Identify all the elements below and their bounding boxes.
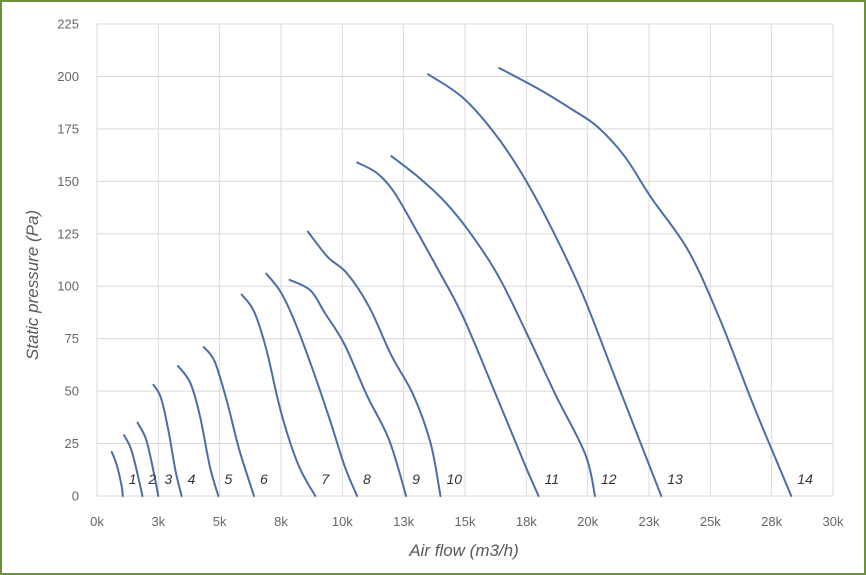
x-tick-label: 10k	[332, 514, 353, 529]
y-tick-label: 50	[65, 384, 79, 399]
curve-label-2: 2	[147, 471, 156, 487]
x-tick-label: 15k	[455, 514, 476, 529]
y-tick-label: 0	[72, 489, 79, 504]
curve-14	[498, 67, 793, 497]
curve-label-1: 1	[129, 471, 137, 487]
y-tick-label: 25	[65, 436, 79, 451]
x-tick-label: 0k	[90, 514, 104, 529]
curve-2	[123, 434, 144, 497]
curve-label-7: 7	[321, 471, 330, 487]
curves	[110, 67, 793, 497]
x-tick-label: 5k	[213, 514, 227, 529]
curve-label-11: 11	[545, 471, 560, 487]
y-tick-label: 150	[57, 174, 79, 189]
curve-1	[110, 450, 124, 497]
curve-8	[265, 272, 359, 497]
x-tick-label: 28k	[761, 514, 782, 529]
curve-label-3: 3	[164, 471, 172, 487]
x-axis-title: Air flow (m3/h)	[408, 541, 519, 560]
curve-4	[152, 383, 183, 497]
curve-12	[390, 155, 596, 497]
curve-label-9: 9	[412, 471, 420, 487]
curve-7	[240, 293, 317, 497]
y-tick-label: 225	[57, 17, 79, 32]
curve-6	[202, 346, 255, 497]
y-tick-label: 125	[57, 226, 79, 241]
x-tick-label: 3k	[151, 514, 165, 529]
curve-label-12: 12	[601, 471, 617, 487]
curve-label-8: 8	[363, 471, 371, 487]
curve-9	[288, 278, 408, 497]
x-tick-label: 23k	[639, 514, 660, 529]
curve-labels: 1 2 3 4 5 6 7 8 9 10 11 12 13 14	[129, 471, 813, 487]
x-axis-ticks: 0k 3k 5k 8k 10k 13k 15k 18k 20k 23k 25k 28k 30k	[90, 514, 844, 529]
curve-11	[356, 161, 540, 497]
curve-label-5: 5	[224, 471, 232, 487]
x-tick-label: 30k	[823, 514, 844, 529]
x-tick-label: 13k	[393, 514, 414, 529]
curve-label-13: 13	[667, 471, 683, 487]
y-axis-title: Static pressure (Pa)	[23, 210, 42, 360]
x-tick-label: 20k	[577, 514, 598, 529]
curve-5	[177, 364, 220, 497]
curve-label-10: 10	[446, 471, 462, 487]
x-tick-label: 25k	[700, 514, 721, 529]
curve-label-14: 14	[797, 471, 813, 487]
y-tick-label: 75	[65, 331, 79, 346]
grid	[96, 23, 834, 497]
curve-3	[136, 421, 160, 497]
y-axis-ticks: 0 25 50 75 100 125 150 175 200 225	[57, 17, 79, 504]
x-tick-label: 18k	[516, 514, 537, 529]
x-tick-label: 8k	[274, 514, 288, 529]
y-tick-label: 100	[57, 279, 79, 294]
y-tick-label: 200	[57, 69, 79, 84]
y-tick-label: 175	[57, 121, 79, 136]
curve-10	[307, 230, 442, 497]
curve-label-6: 6	[260, 471, 268, 487]
curve-label-4: 4	[188, 471, 196, 487]
curve-13	[427, 73, 663, 497]
